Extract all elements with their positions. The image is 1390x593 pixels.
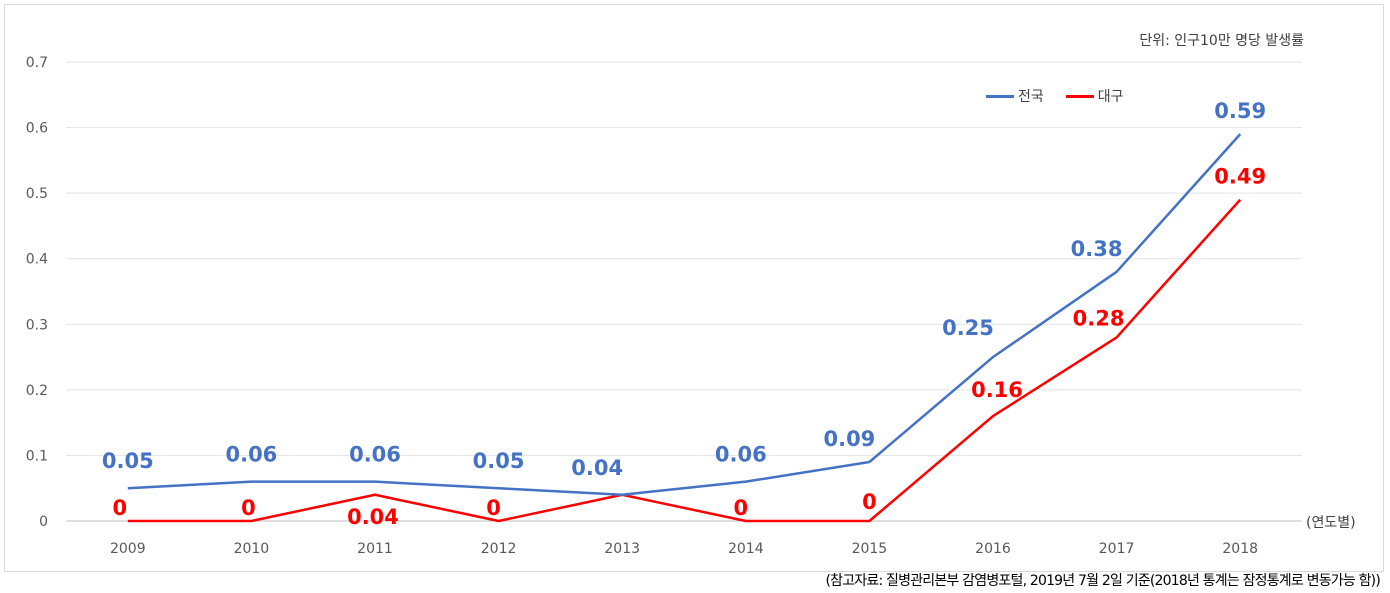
x-tick-label: 2011 [357,541,393,557]
data-label-daegu: 0 [486,496,501,520]
y-tick-label: 0.4 [26,252,48,268]
legend-swatch-daegu [1065,94,1094,98]
x-tick-label: 2009 [110,541,146,557]
x-axis-unit-label: (연도별) [1306,515,1356,531]
x-tick-label: 2016 [975,541,1011,557]
data-label-national: 0.38 [1071,237,1123,261]
data-label-national: 0.05 [473,449,525,473]
data-label-national: 0.25 [942,316,994,340]
data-label-daegu: 0 [733,496,748,520]
legend-item-national: 전국 [986,86,1044,106]
data-label-daegu: 0.28 [1073,306,1125,330]
y-tick-label: 0.6 [26,121,48,137]
legend-label-daegu: 대구 [1097,89,1124,105]
x-tick-label: 2010 [234,541,270,557]
chart-frame [4,4,1384,572]
data-label-national: 0.05 [102,449,154,473]
y-tick-label: 0.1 [26,448,48,464]
y-tick-label: 0.2 [26,383,48,399]
data-label-national: 0.04 [571,456,623,480]
data-label-daegu: 0.04 [347,505,399,529]
y-tick-label: 0.7 [26,55,48,71]
series-line-national [127,133,1242,497]
data-label-national: 0.59 [1214,99,1266,123]
data-label-national: 0.06 [225,443,277,467]
x-tick-label: 2012 [481,541,517,557]
x-tick-label: 2018 [1222,541,1258,557]
legend-item-daegu: 대구 [1065,86,1124,106]
data-label-national: 0.06 [715,443,767,467]
x-tick-label: 2014 [728,541,764,557]
data-label-daegu: 0 [241,496,256,520]
data-label-national: 0.06 [349,443,401,467]
x-tick-label: 2015 [852,541,888,557]
legend: 전국 대구 [986,86,1146,106]
y-tick-label: 0.3 [26,317,48,333]
y-tick-label: 0 [39,514,48,530]
x-tick-label: 2017 [1099,541,1135,557]
data-label-daegu: 0.16 [971,378,1023,402]
source-note: (참고자료: 질병관리본부 감염병포털, 2019년 7월 2일 기준(2018… [825,573,1380,589]
data-label-daegu: 0.49 [1214,165,1266,189]
data-label-national: 0.09 [823,427,875,451]
legend-label-national: 전국 [1018,89,1044,105]
series-line-daegu [127,198,1242,523]
data-label-daegu: 0 [112,496,127,520]
x-tick-label: 2013 [604,541,640,557]
legend-swatch-national [986,94,1014,98]
y-tick-label: 0.5 [26,186,48,202]
data-label-daegu: 0 [862,490,877,514]
unit-label: 단위: 인구10만 명당 발생률 [1139,33,1304,49]
